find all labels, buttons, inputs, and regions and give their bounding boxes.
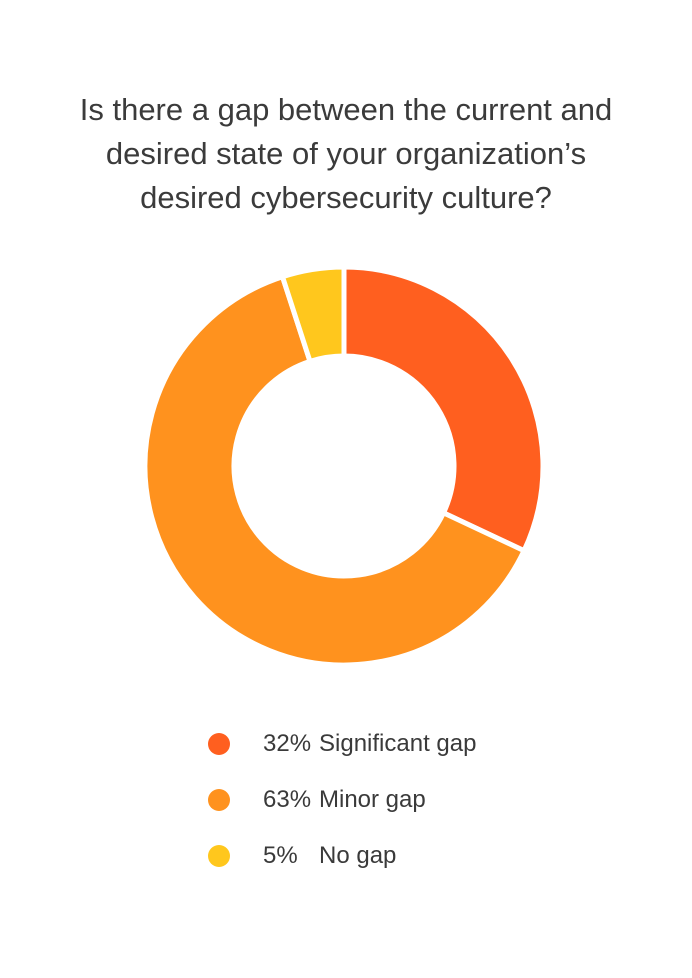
chart-title-line-3: desired cybersecurity culture?	[140, 180, 552, 215]
donut-chart	[142, 264, 546, 668]
legend-swatch-minor-gap	[208, 789, 230, 811]
chart-title: Is there a gap between the current and d…	[40, 88, 652, 220]
legend-percent-minor-gap: 63%	[263, 786, 312, 813]
legend-swatch-no-gap	[208, 845, 230, 867]
legend-item-no-gap: 5% No gap	[208, 828, 628, 884]
legend-item-significant-gap: 32% Significant gap	[208, 716, 628, 772]
donut-slice-significant-gap	[341, 264, 546, 555]
donut-slice-minor-gap	[142, 273, 528, 668]
chart-title-line-2: desired state of your organization’s	[105, 136, 587, 171]
legend-name-no-gap: No gap	[319, 842, 397, 869]
legend-name-minor-gap: Minor gap	[319, 786, 426, 813]
legend-label-minor-gap: 63% Minor gap	[263, 786, 426, 814]
legend-label-no-gap: 5% No gap	[263, 842, 396, 870]
donut-slice-no-gap	[279, 264, 347, 365]
chart-legend: 32% Significant gap 63% Minor gap 5% No gap	[208, 716, 628, 884]
legend-percent-no-gap: 5%	[263, 842, 298, 869]
legend-swatch-significant-gap	[208, 733, 230, 755]
legend-label-significant-gap: 32% Significant gap	[263, 730, 476, 758]
legend-percent-significant-gap: 32%	[263, 730, 312, 757]
legend-name-significant-gap: Significant gap	[319, 730, 477, 757]
legend-item-minor-gap: 63% Minor gap	[208, 772, 628, 828]
chart-title-line-1: Is there a gap between the current and	[79, 92, 613, 127]
